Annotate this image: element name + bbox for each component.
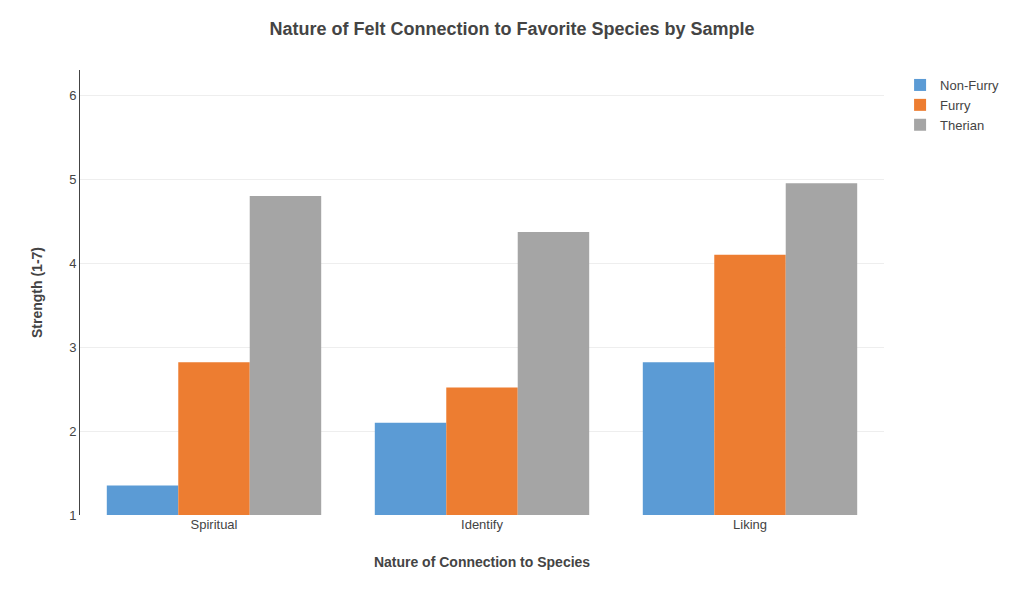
svg-text:Therian: Therian bbox=[940, 118, 984, 133]
svg-text:Spiritual: Spiritual bbox=[191, 517, 238, 532]
svg-text:Furry: Furry bbox=[940, 98, 971, 113]
svg-text:5: 5 bbox=[69, 172, 76, 187]
svg-text:1: 1 bbox=[69, 508, 76, 523]
svg-text:Identify: Identify bbox=[461, 517, 503, 532]
svg-text:Nature of Felt Connection to F: Nature of Felt Connection to Favorite Sp… bbox=[269, 19, 754, 39]
svg-text:Strength (1-7): Strength (1-7) bbox=[29, 247, 45, 338]
svg-text:3: 3 bbox=[69, 340, 76, 355]
svg-text:Non-Furry: Non-Furry bbox=[940, 78, 999, 93]
svg-text:4: 4 bbox=[69, 256, 76, 271]
svg-text:6: 6 bbox=[69, 88, 76, 103]
svg-text:Liking: Liking bbox=[733, 517, 767, 532]
svg-text:Nature of Connection to Specie: Nature of Connection to Species bbox=[374, 554, 590, 570]
svg-text:2: 2 bbox=[69, 424, 76, 439]
